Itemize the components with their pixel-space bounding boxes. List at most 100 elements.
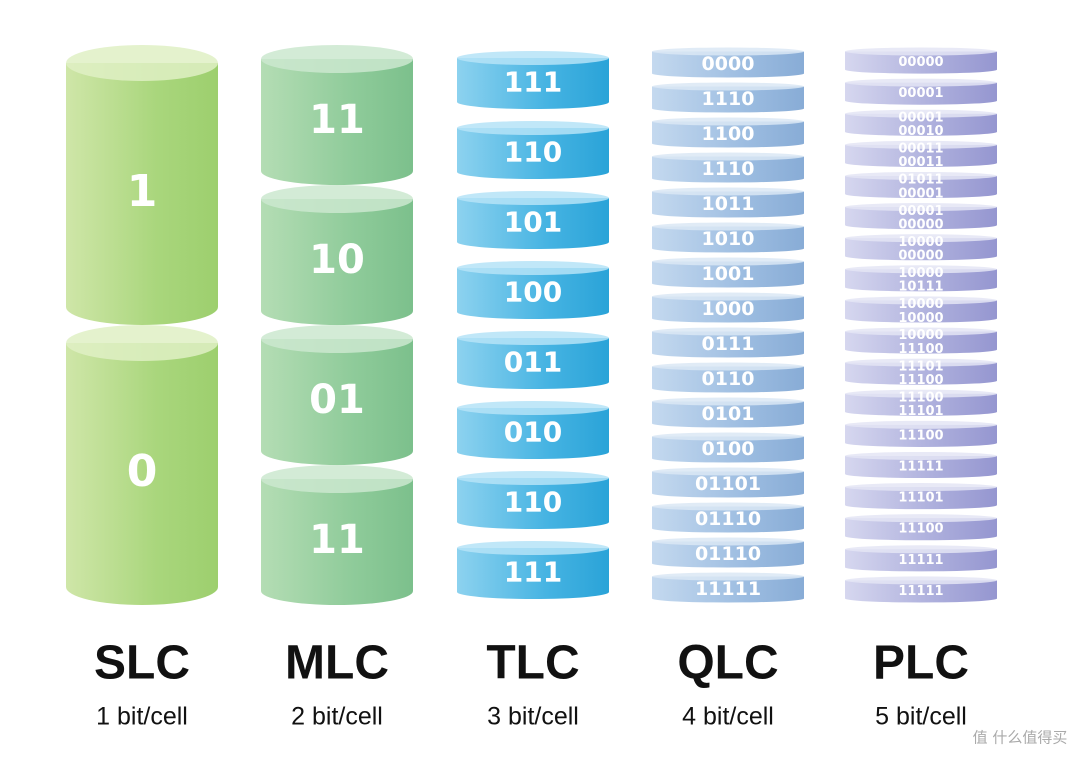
cell: 1010 <box>652 222 804 253</box>
cell: 00000 <box>845 47 997 74</box>
cell-top <box>845 483 997 492</box>
cell-label: 0101 <box>702 403 755 425</box>
cell-body <box>845 82 997 105</box>
cell-top <box>845 576 997 585</box>
cell: 111 <box>457 541 609 599</box>
cell-top <box>457 541 609 555</box>
cell-label: 11101 <box>898 359 943 374</box>
cell-top <box>845 389 997 398</box>
cell-top <box>457 471 609 485</box>
cell-top <box>652 82 804 91</box>
cell-body <box>845 300 997 323</box>
cell: 00001 <box>845 78 997 105</box>
cell-top <box>845 265 997 274</box>
cell-label: 00000 <box>898 217 943 232</box>
cell-label: 00001 <box>898 110 943 125</box>
cell-body <box>261 339 413 465</box>
cell-body <box>652 51 804 78</box>
cell-body <box>652 86 804 113</box>
cell-body <box>457 268 609 319</box>
cell-label: 1 <box>127 166 158 217</box>
cell-body <box>261 199 413 325</box>
cell-top <box>652 432 804 441</box>
cell-body <box>845 144 997 167</box>
cell: 1100 <box>652 117 804 148</box>
cell: 1000 <box>652 292 804 323</box>
cell-top <box>652 502 804 511</box>
column-subtitle: 5 bit/cell <box>875 703 967 731</box>
cell: 011 <box>457 331 609 389</box>
cell-label: 011 <box>504 346 562 379</box>
cell: 0111 <box>652 327 804 358</box>
cell-body <box>457 478 609 529</box>
cell-body <box>845 580 997 603</box>
cell: 11111 <box>845 576 997 603</box>
column-subtitle: 4 bit/cell <box>682 703 774 731</box>
cell-label: 111 <box>504 66 562 99</box>
cell: 010 <box>457 401 609 459</box>
cell-label: 11 <box>309 97 365 143</box>
cell-label: 100 <box>504 276 562 309</box>
cell-body <box>261 479 413 605</box>
cell: 0 <box>66 325 218 605</box>
cell-body <box>457 128 609 179</box>
cell-label: 11111 <box>898 460 943 475</box>
cell-label: 0 <box>127 446 158 497</box>
cell-label: 10000 <box>898 311 943 326</box>
cell-top <box>261 45 413 73</box>
cell-top <box>652 572 804 581</box>
cell-label: 1011 <box>702 193 755 215</box>
cell-label: 11101 <box>898 404 943 419</box>
cell-body <box>845 455 997 479</box>
cell-top <box>845 327 997 336</box>
cell-label: 10000 <box>898 235 943 250</box>
cell-body <box>652 471 804 498</box>
cell-top <box>652 327 804 336</box>
cell-top <box>845 78 997 87</box>
cell-label: 11100 <box>898 428 943 443</box>
cell-top <box>652 222 804 231</box>
cell-body <box>845 175 997 199</box>
cell-body <box>845 424 997 447</box>
cell-body <box>66 343 218 605</box>
cell-label: 00011 <box>898 142 943 157</box>
cell-top <box>457 191 609 205</box>
cell-top <box>845 234 997 243</box>
cell-label: 11100 <box>898 522 943 537</box>
cell: 1011 <box>652 187 804 218</box>
cell-top <box>845 109 997 118</box>
cell-label: 00001 <box>898 204 943 219</box>
cell-body <box>652 331 804 358</box>
cell-label: 10000 <box>898 328 943 343</box>
cell-body <box>845 269 997 292</box>
cell-body <box>845 238 997 261</box>
cell-label: 11101 <box>898 491 943 506</box>
cell-label: 00001 <box>898 86 943 101</box>
cell: 1110 <box>652 82 804 113</box>
cell-label: 11111 <box>898 584 943 599</box>
cell-body <box>652 436 804 463</box>
cell-body <box>457 338 609 389</box>
cell: 11101 <box>845 483 997 510</box>
cell-label: 11 <box>309 517 365 563</box>
cell-body <box>845 518 997 541</box>
cell-top <box>652 257 804 266</box>
cell-top <box>845 47 997 56</box>
cell: 01110 <box>652 502 804 533</box>
cell-label: 11111 <box>898 553 943 568</box>
cell-top <box>845 140 997 149</box>
cell: 101 <box>457 191 609 249</box>
cell: 100 <box>457 261 609 319</box>
cell-label: 1100 <box>702 123 755 145</box>
cell-label: 1110 <box>702 158 755 180</box>
cell-top <box>845 203 997 212</box>
cell-label: 1010 <box>702 228 755 250</box>
cell-body <box>457 408 609 459</box>
column-subtitle: 1 bit/cell <box>96 703 188 731</box>
cell-label: 11100 <box>898 390 943 405</box>
